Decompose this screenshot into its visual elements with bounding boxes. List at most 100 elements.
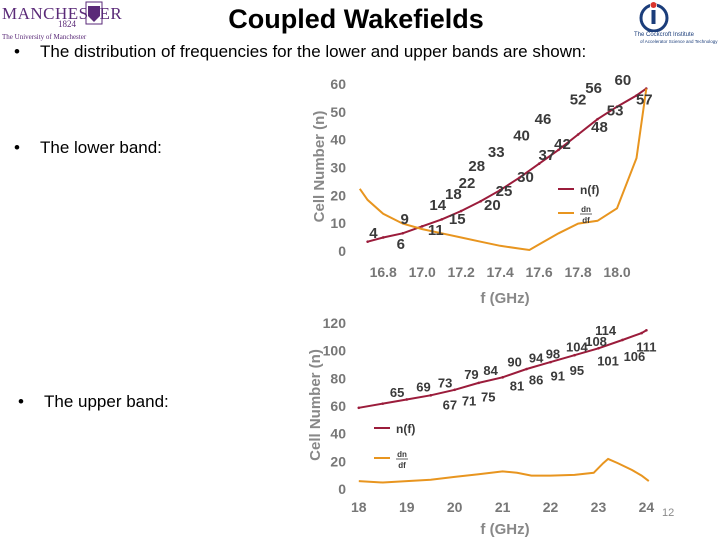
x-tick-label: 17.8	[564, 264, 591, 280]
cell-number-label: 18	[445, 186, 462, 203]
y-tick-label: 40	[330, 132, 346, 148]
y-tick-label: 10	[330, 215, 346, 231]
bullet-intro-text: The distribution of frequencies for the …	[40, 42, 587, 61]
cell-number-label: 90	[507, 355, 521, 370]
y-tick-label: 0	[338, 481, 346, 497]
cell-number-label: 57	[636, 91, 653, 108]
cell-number-label: 65	[390, 385, 404, 400]
cell-number-label: 48	[591, 119, 608, 136]
y-axis-label: Cell Number (n)	[307, 349, 324, 461]
cell-number-label: 28	[468, 158, 485, 175]
data-point	[477, 381, 480, 385]
data-point	[498, 188, 502, 192]
x-tick-label: 23	[591, 499, 607, 515]
y-tick-label: 50	[330, 104, 346, 120]
cockcroft-logo-mark	[639, 2, 669, 32]
data-point	[459, 209, 463, 213]
cell-number-label: 106	[624, 349, 646, 364]
bullet-intro: • The distribution of frequencies for the…	[14, 42, 586, 62]
y-tick-label: 80	[330, 370, 346, 386]
bullet-dot: •	[14, 42, 20, 61]
cell-number-label: 69	[416, 380, 430, 395]
data-point	[537, 162, 541, 166]
cell-number-label: 108	[585, 334, 607, 349]
cell-number-label: 37	[539, 147, 556, 164]
manchester-logo-year: 1824	[58, 19, 76, 29]
y-tick-label: 40	[330, 426, 346, 442]
bullet-upper-text: The upper band:	[44, 392, 169, 411]
data-point	[440, 218, 443, 221]
legend-label-den: df	[398, 461, 406, 470]
cell-number-label: 14	[429, 197, 446, 214]
x-tick-label: 17.6	[525, 264, 552, 280]
series-line-dndf	[358, 457, 650, 484]
cell-number-label: 67	[443, 398, 457, 413]
legend-label-num: dn	[581, 205, 591, 214]
data-point	[501, 376, 504, 379]
cockcroft-logo-text: The Cockcroft Institute	[634, 32, 695, 38]
data-point	[405, 398, 409, 401]
cell-number-label: 30	[517, 169, 534, 186]
series-line-n	[367, 87, 647, 243]
legend-label-den: df	[582, 216, 590, 225]
data-point	[549, 360, 552, 364]
cell-number-label: 104	[566, 340, 588, 355]
data-point	[576, 133, 580, 136]
y-tick-label: 30	[330, 160, 346, 176]
cell-number-label: 75	[481, 389, 495, 404]
cell-number-label: 56	[585, 80, 602, 97]
data-point	[453, 388, 456, 392]
cell-number-label: 52	[570, 91, 587, 108]
data-point	[366, 240, 369, 243]
data-point	[573, 353, 576, 357]
manchester-logo: MANCHESTER 1824 The University of Manche…	[0, 0, 122, 44]
manchester-logo-subtitle: The University of Manchester	[2, 33, 87, 41]
cell-number-label: 73	[438, 375, 452, 390]
y-tick-label: 60	[330, 398, 346, 414]
y-tick-label: 120	[323, 315, 347, 331]
cell-number-label: 4	[369, 225, 378, 242]
cell-number-label: 33	[488, 144, 505, 161]
x-tick-label: 22	[543, 499, 559, 515]
data-point	[518, 176, 521, 179]
data-point	[479, 199, 482, 203]
x-tick-label: 24	[639, 499, 655, 515]
y-tick-label: 0	[338, 243, 346, 259]
x-tick-label: 20	[447, 499, 463, 515]
data-point	[429, 394, 432, 397]
bullet-dot: •	[14, 138, 20, 157]
data-point	[557, 148, 560, 152]
series-line-n	[358, 329, 647, 409]
data-point	[381, 236, 385, 239]
slide-title: Coupled Wakefields	[228, 4, 484, 34]
data-point	[597, 346, 600, 350]
data-point	[621, 338, 624, 342]
y-tick-label: 20	[330, 453, 346, 469]
data-point	[635, 94, 638, 97]
x-tick-label: 16.8	[370, 264, 397, 280]
legend-label: n(f)	[580, 183, 599, 197]
x-tick-label: 17.2	[448, 264, 475, 280]
upper-band-chart: 0 20 40 60 80 100 120 18 19 20 21 22 23 24 65 67 69 71 7…	[307, 312, 657, 538]
cell-number-label: 40	[513, 127, 530, 144]
cell-number-label: 60	[615, 72, 632, 89]
x-tick-label: 18	[351, 499, 367, 515]
data-point	[640, 331, 643, 335]
plot-area	[354, 74, 656, 260]
cell-number-label: 15	[449, 211, 466, 228]
cell-number-label: 111	[636, 340, 656, 355]
cell-number-label: 6	[397, 236, 405, 253]
bullet-dot: •	[18, 392, 24, 411]
legend-label-num: dn	[397, 450, 407, 459]
cell-number-label: 101	[597, 353, 619, 368]
cell-number-label: 79	[464, 367, 478, 382]
y-tick-label: 20	[330, 187, 346, 203]
lower-band-chart: 0 10 20 30 40 50 60 16.8 17.0 17.2 17.4 17.6 17.8 18…	[311, 72, 656, 307]
cell-number-label: 42	[554, 136, 571, 153]
cell-number-label: 53	[607, 102, 624, 119]
cell-number-label: 91	[550, 369, 564, 384]
cell-number-label: 114	[595, 323, 617, 338]
cell-number-label: 20	[484, 197, 501, 214]
x-axis-label: f (GHz)	[480, 290, 529, 307]
cell-number-label: 81	[510, 378, 524, 393]
